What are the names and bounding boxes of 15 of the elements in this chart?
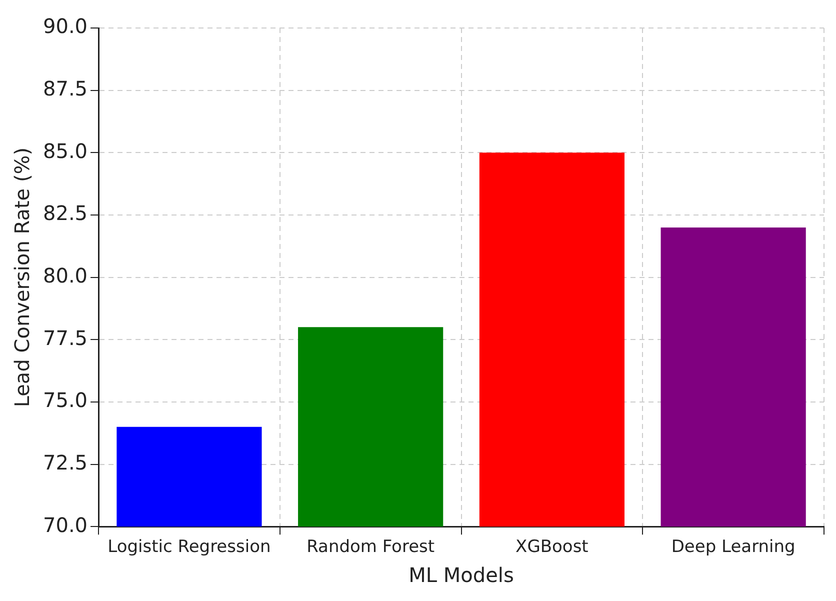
y-tick-label: 82.5: [43, 201, 88, 226]
x-tick-label: Random Forest: [306, 537, 435, 558]
x-tick-label: XGBoost: [516, 537, 589, 558]
y-tick-label: 75.0: [43, 388, 88, 412]
y-axis-title: Lead Conversion Rate (%): [10, 147, 34, 408]
y-tick-label: 77.5: [43, 326, 88, 350]
y-tick-label: 85.0: [43, 138, 88, 163]
y-tick-label: 72.5: [43, 450, 88, 474]
x-axis-title: ML Models: [408, 563, 514, 588]
x-tick-label: Logistic Regression: [108, 537, 271, 558]
y-tick-label: 80.0: [43, 264, 88, 288]
y-tick-label: 87.5: [43, 76, 88, 101]
y-tick-label: 90.0: [43, 14, 88, 38]
x-tick-label: Deep Learning: [671, 537, 796, 558]
y-tick-label: 70.0: [43, 512, 88, 537]
